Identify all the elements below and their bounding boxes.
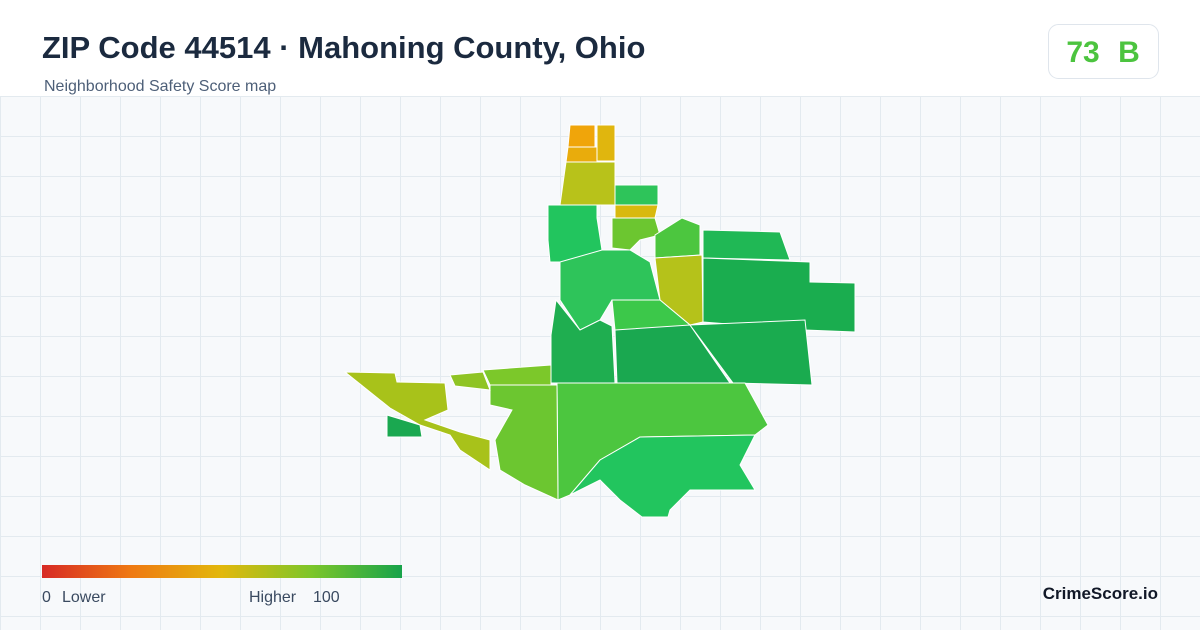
legend-gradient — [42, 565, 402, 578]
zip-region — [449, 371, 491, 391]
zip-region — [550, 298, 616, 384]
zip-region — [489, 384, 559, 501]
zip-region — [614, 184, 659, 206]
legend-max-label: Higher — [249, 589, 297, 606]
legend-min-label: Lower — [62, 589, 106, 606]
zip-region — [702, 229, 791, 261]
subtitle: Neighborhood Safety Score map — [44, 78, 276, 95]
legend-min: 0 — [42, 589, 51, 606]
zip-region — [614, 204, 659, 219]
score-box — [1048, 24, 1159, 79]
zip-region — [565, 146, 598, 163]
grid — [0, 96, 1200, 630]
zip-region — [596, 124, 616, 162]
brand: CrimeScore.io — [1043, 584, 1158, 603]
zip-region — [559, 161, 616, 206]
zip-region — [654, 254, 704, 326]
score-grade: B — [1118, 36, 1140, 69]
zip-region — [689, 319, 813, 386]
zip-region — [343, 371, 491, 471]
zip-map — [343, 124, 856, 518]
zip-region — [611, 217, 661, 251]
score-value: 73 — [1066, 36, 1099, 69]
header-band — [0, 0, 1200, 96]
zip-region — [654, 217, 701, 259]
zip-region — [386, 414, 423, 438]
legend-max: 100 — [313, 589, 340, 606]
zip-region — [567, 124, 596, 148]
title: ZIP Code 44514 · Mahoning County, Ohio — [42, 30, 645, 65]
zip-region — [569, 434, 756, 518]
